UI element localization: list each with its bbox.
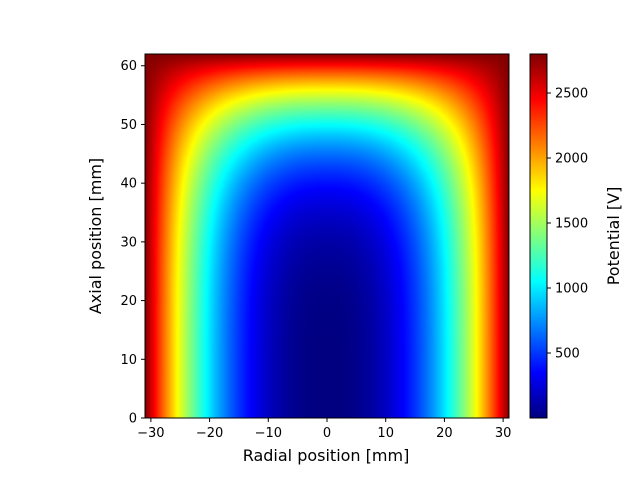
heatmap-image xyxy=(145,54,509,418)
colorbar-tick-label: 1500 xyxy=(555,217,588,232)
y-axis-label: Axial position [mm] xyxy=(86,158,105,314)
colorbar-gradient xyxy=(530,54,547,418)
y-axis-ticks: 0 10 20 30 40 50 60 xyxy=(120,59,145,427)
colorbar-label: Potential [V] xyxy=(604,187,623,286)
x-axis-ticks: −30 −20 −10 0 10 20 30 xyxy=(137,418,511,441)
x-tick-label: 30 xyxy=(495,426,512,441)
x-tick-label: −30 xyxy=(137,426,164,441)
x-tick-label: 10 xyxy=(377,426,394,441)
x-tick-label: 0 xyxy=(323,426,331,441)
colorbar-tick-label: 2500 xyxy=(555,87,588,102)
colorbar-tick-label: 1000 xyxy=(555,282,588,297)
x-axis-label: Radial position [mm] xyxy=(243,446,410,465)
colorbar-ticks: 500 1000 1500 2000 2500 xyxy=(547,87,588,362)
y-tick-label: 10 xyxy=(120,353,137,368)
plot-frame xyxy=(144,53,510,419)
y-tick-label: 40 xyxy=(120,177,137,192)
y-tick-label: 0 xyxy=(129,412,137,427)
colorbar-tick-label: 500 xyxy=(555,347,580,362)
x-tick-label: 20 xyxy=(436,426,453,441)
x-tick-label: −20 xyxy=(196,426,223,441)
y-tick-label: 30 xyxy=(120,235,137,250)
y-tick-label: 60 xyxy=(120,59,137,74)
colorbar-frame xyxy=(529,53,548,419)
colorbar-tick-label: 2000 xyxy=(555,152,588,167)
y-tick-label: 20 xyxy=(120,294,137,309)
y-tick-label: 50 xyxy=(120,118,137,133)
x-tick-label: −10 xyxy=(255,426,282,441)
